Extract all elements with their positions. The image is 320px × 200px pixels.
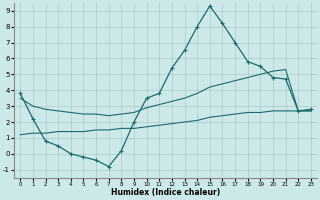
X-axis label: Humidex (Indice chaleur): Humidex (Indice chaleur): [111, 188, 220, 197]
